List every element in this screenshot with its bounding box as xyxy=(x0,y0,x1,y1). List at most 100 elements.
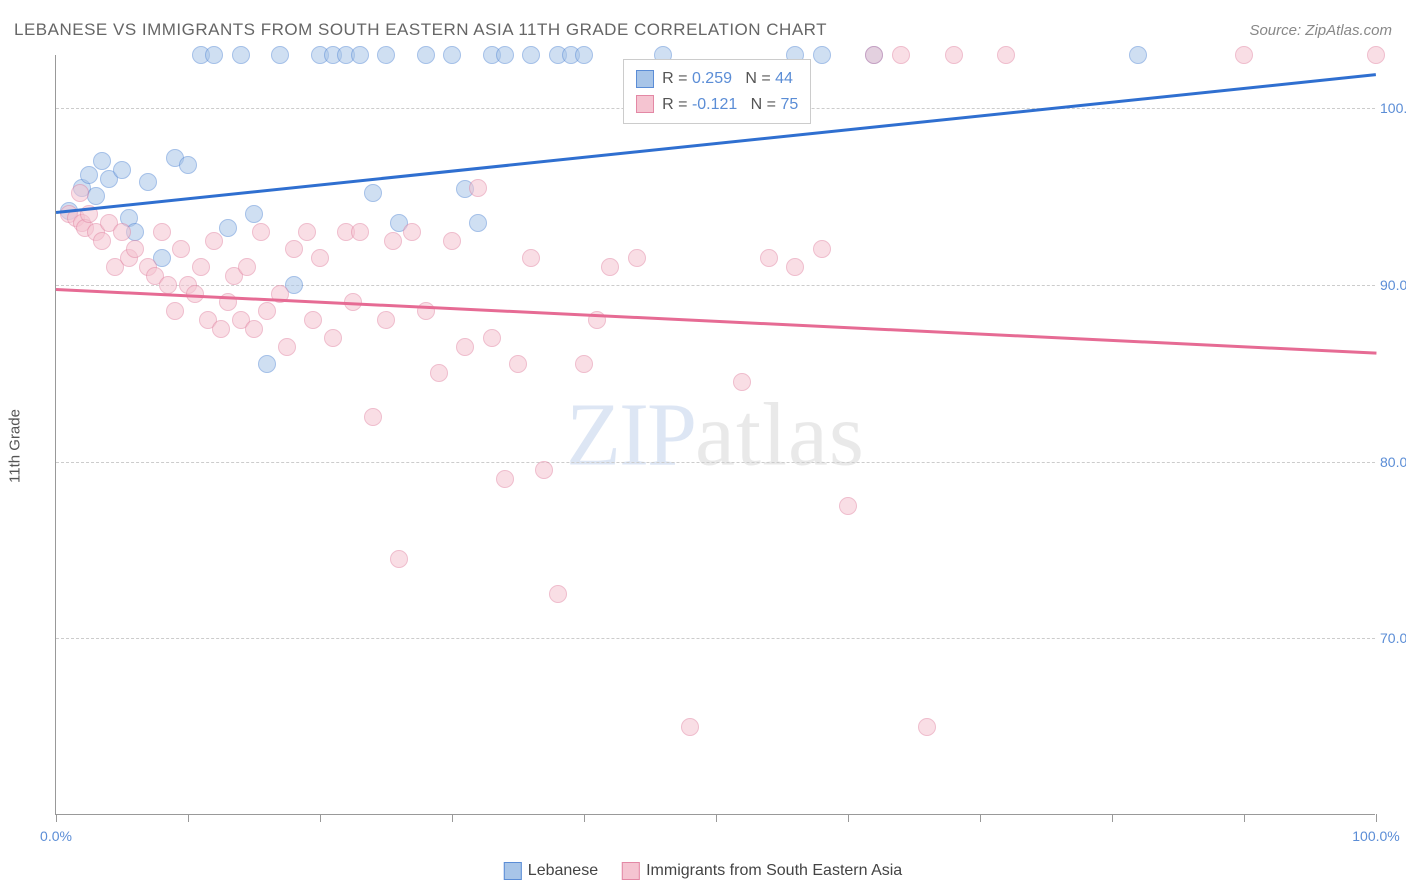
scatter-point xyxy=(93,232,111,250)
scatter-point xyxy=(212,320,230,338)
scatter-point xyxy=(918,718,936,736)
legend-row: R = 0.259 N = 44 xyxy=(636,66,798,92)
scatter-point xyxy=(364,184,382,202)
scatter-point xyxy=(377,46,395,64)
scatter-point xyxy=(93,152,111,170)
scatter-point xyxy=(245,320,263,338)
scatter-point xyxy=(278,338,296,356)
scatter-point xyxy=(535,461,553,479)
scatter-point xyxy=(271,46,289,64)
scatter-point xyxy=(575,46,593,64)
legend-swatch xyxy=(636,70,654,88)
scatter-point xyxy=(456,338,474,356)
scatter-point xyxy=(192,258,210,276)
legend-label: Lebanese xyxy=(528,862,598,879)
scatter-point xyxy=(172,240,190,258)
scatter-point xyxy=(364,408,382,426)
scatter-point xyxy=(483,329,501,347)
watermark: ZIPatlas xyxy=(566,383,865,486)
x-tick xyxy=(56,814,57,822)
x-tick xyxy=(1112,814,1113,822)
gridline xyxy=(56,285,1375,286)
legend-swatch xyxy=(622,862,640,880)
scatter-point xyxy=(285,240,303,258)
source-label: Source: ZipAtlas.com xyxy=(1249,22,1392,39)
scatter-point xyxy=(430,364,448,382)
scatter-point xyxy=(733,373,751,391)
correlation-legend: R = 0.259 N = 44R = -0.121 N = 75 xyxy=(623,59,811,124)
scatter-point xyxy=(945,46,963,64)
scatter-plot: ZIPatlas 70.0%80.0%90.0%100.0%0.0%100.0%… xyxy=(55,55,1375,815)
scatter-point xyxy=(351,46,369,64)
scatter-point xyxy=(390,550,408,568)
scatter-point xyxy=(681,718,699,736)
scatter-point xyxy=(298,223,316,241)
scatter-point xyxy=(522,249,540,267)
scatter-point xyxy=(159,276,177,294)
scatter-point xyxy=(139,173,157,191)
scatter-point xyxy=(496,46,514,64)
x-tick-label: 0.0% xyxy=(40,828,72,844)
scatter-point xyxy=(311,249,329,267)
legend-item: Lebanese xyxy=(504,862,598,880)
legend-swatch xyxy=(636,95,654,113)
legend-row: R = -0.121 N = 75 xyxy=(636,92,798,118)
legend-stats: R = 0.259 N = 44 xyxy=(662,66,793,92)
legend-item: Immigrants from South Eastern Asia xyxy=(622,862,902,880)
scatter-point xyxy=(509,355,527,373)
scatter-point xyxy=(469,179,487,197)
x-tick xyxy=(188,814,189,822)
scatter-point xyxy=(179,156,197,174)
legend-stats: R = -0.121 N = 75 xyxy=(662,92,798,118)
scatter-point xyxy=(813,240,831,258)
x-tick xyxy=(980,814,981,822)
scatter-point xyxy=(997,46,1015,64)
scatter-point xyxy=(549,585,567,603)
scatter-point xyxy=(351,223,369,241)
y-tick-label: 90.0% xyxy=(1380,277,1406,293)
y-tick-label: 100.0% xyxy=(1380,100,1406,116)
y-tick-label: 80.0% xyxy=(1380,454,1406,470)
scatter-point xyxy=(238,258,256,276)
scatter-point xyxy=(865,46,883,64)
x-tick xyxy=(1244,814,1245,822)
scatter-point xyxy=(443,232,461,250)
x-tick xyxy=(1376,814,1377,822)
chart-title: LEBANESE VS IMMIGRANTS FROM SOUTH EASTER… xyxy=(14,20,827,40)
scatter-point xyxy=(166,302,184,320)
y-tick-label: 70.0% xyxy=(1380,630,1406,646)
scatter-point xyxy=(443,46,461,64)
scatter-point xyxy=(258,355,276,373)
scatter-point xyxy=(80,166,98,184)
scatter-point xyxy=(113,223,131,241)
scatter-point xyxy=(245,205,263,223)
scatter-point xyxy=(384,232,402,250)
x-tick xyxy=(716,814,717,822)
legend-label: Immigrants from South Eastern Asia xyxy=(646,862,902,879)
scatter-point xyxy=(232,46,250,64)
scatter-point xyxy=(324,329,342,347)
scatter-point xyxy=(1235,46,1253,64)
scatter-point xyxy=(403,223,421,241)
scatter-point xyxy=(786,258,804,276)
scatter-point xyxy=(153,223,171,241)
scatter-point xyxy=(813,46,831,64)
scatter-point xyxy=(377,311,395,329)
legend-swatch xyxy=(504,862,522,880)
x-tick xyxy=(320,814,321,822)
scatter-point xyxy=(601,258,619,276)
scatter-point xyxy=(258,302,276,320)
scatter-point xyxy=(126,240,144,258)
scatter-point xyxy=(575,355,593,373)
scatter-point xyxy=(87,187,105,205)
scatter-point xyxy=(304,311,322,329)
scatter-point xyxy=(71,184,89,202)
scatter-point xyxy=(628,249,646,267)
scatter-point xyxy=(205,46,223,64)
x-tick xyxy=(584,814,585,822)
gridline xyxy=(56,638,1375,639)
x-tick xyxy=(848,814,849,822)
gridline xyxy=(56,462,1375,463)
scatter-point xyxy=(1367,46,1385,64)
scatter-point xyxy=(760,249,778,267)
